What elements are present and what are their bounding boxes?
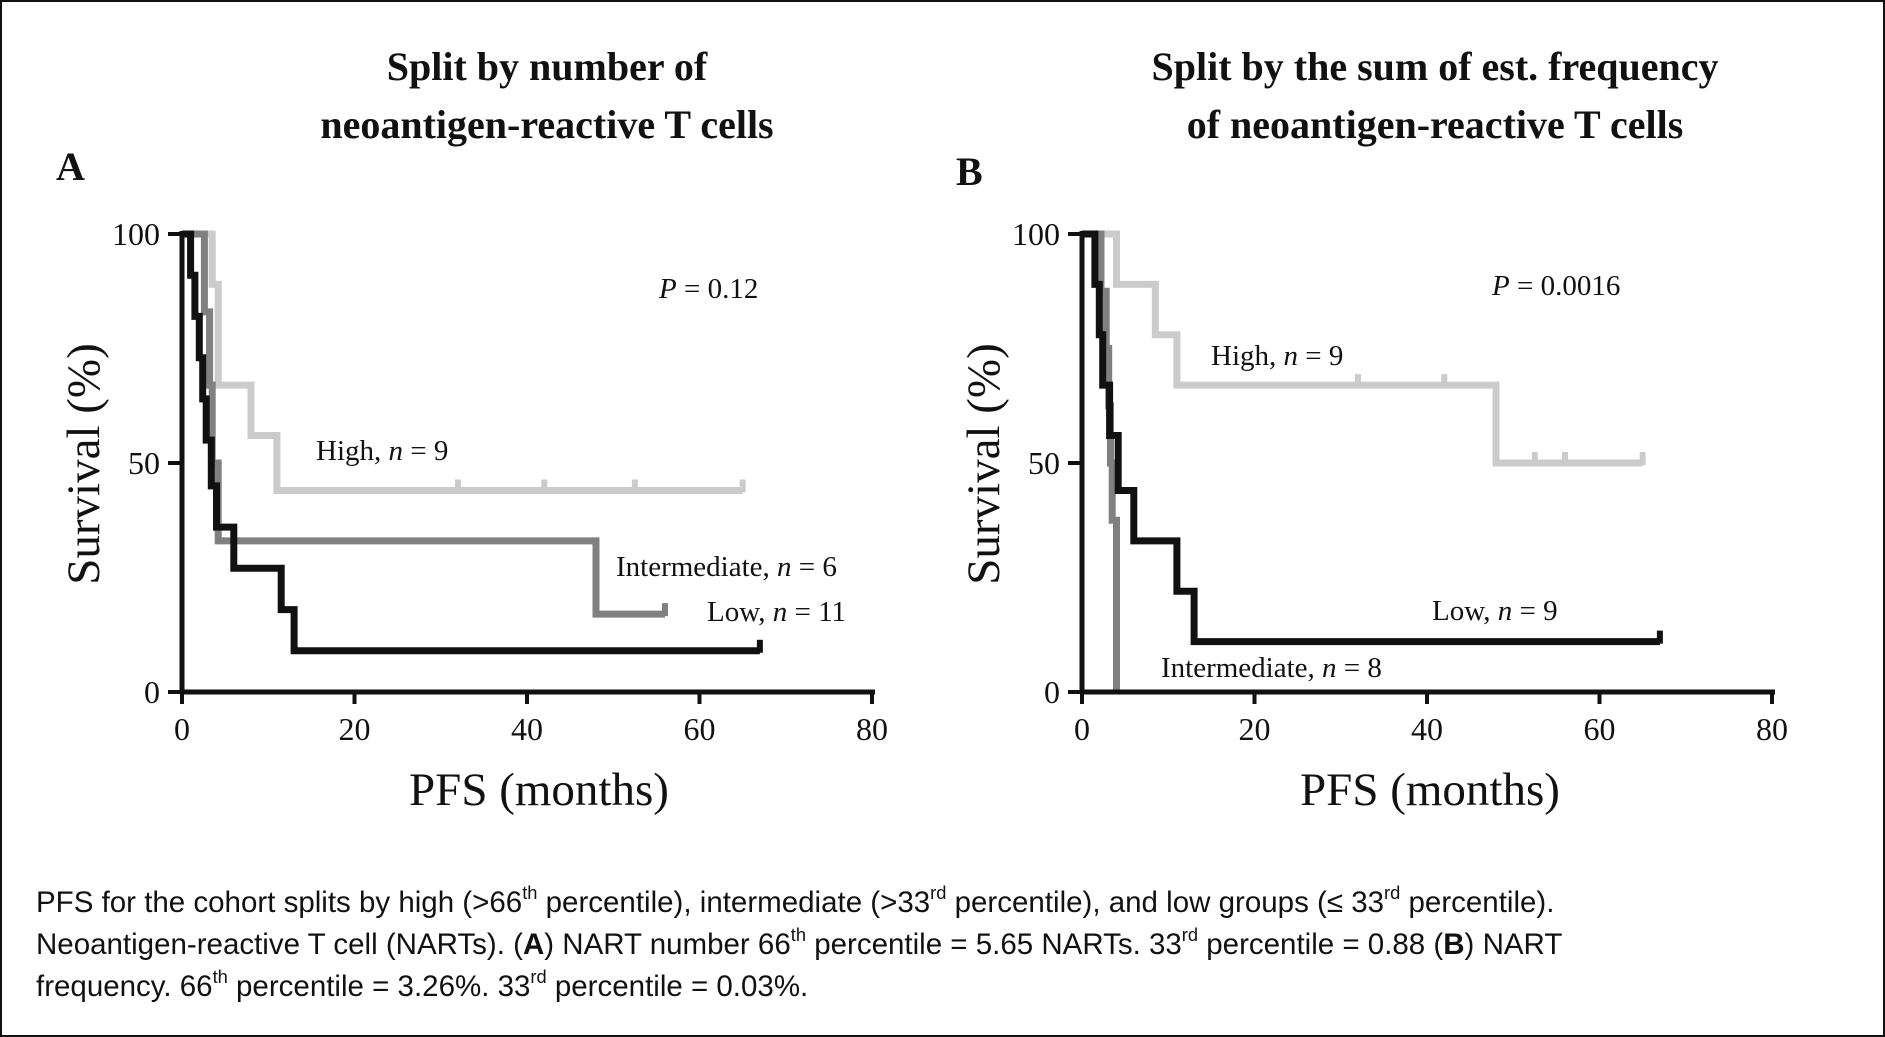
panel-b-label: B	[956, 149, 983, 194]
n-symbol: n	[777, 551, 792, 583]
n-value: = 9	[1520, 595, 1558, 627]
panel-b-p-value: P = 0.0016	[1491, 270, 1620, 302]
n-value: = 11	[795, 596, 847, 628]
panel-a-title-line2: neoantigen-reactive T cells	[320, 102, 773, 147]
group-name: High	[1211, 340, 1270, 372]
group-name: Low	[707, 596, 760, 628]
p-symbol: P	[1491, 270, 1510, 302]
panel-a-label: A	[56, 144, 85, 189]
group-name: High	[316, 435, 375, 467]
n-value: = 9	[1305, 340, 1343, 372]
n-value: = 6	[799, 551, 837, 583]
panel-a-y-tick-label: 50	[128, 445, 160, 481]
figure-caption: PFS for the cohort splits by high (>66th…	[36, 882, 1856, 1008]
n-symbol: n	[773, 596, 788, 628]
panel-a-curve-intermediate	[182, 230, 665, 618]
n-value: = 8	[1344, 652, 1382, 684]
p-value-text: = 0.0016	[1517, 270, 1620, 302]
panel-a-x-tick-label: 0	[174, 711, 190, 747]
panel-a-low-label: Low, n = 11	[707, 596, 846, 628]
n-symbol: n	[389, 435, 404, 467]
panel-a-y-tick-label: 100	[112, 216, 160, 252]
panel-b-title-line1: Split by the sum of est. frequency	[1151, 44, 1718, 89]
panel-b-xlabel: PFS (months)	[1300, 764, 1560, 816]
group-name: Low	[1432, 595, 1485, 627]
panel-a-p-value: P = 0.12	[658, 273, 758, 305]
p-value-text: = 0.12	[684, 273, 758, 305]
caption-line-3: frequency. 66th percentile = 3.26%. 33rd…	[36, 966, 809, 1003]
panel-a: Split by number of neoantigen-reactive T…	[56, 44, 888, 816]
panel-a-curve-high	[182, 230, 743, 494]
panel-b-y-tick-label: 50	[1028, 445, 1060, 481]
panel-a-curve-low	[182, 230, 760, 655]
panel-a-ylabel: Survival (%)	[58, 343, 110, 584]
panel-b-ylabel: Survival (%)	[958, 343, 1010, 584]
panel-a-xlabel: PFS (months)	[409, 764, 669, 816]
panel-a-high-label: High, n = 9	[316, 435, 448, 467]
km-plots: Split by number of neoantigen-reactive T…	[56, 44, 1788, 816]
panel-a-y-tick-label: 0	[144, 674, 160, 710]
panel-b-intermediate-label: Intermediate, n = 8	[1161, 652, 1382, 684]
panel-a-x-tick-label: 80	[856, 711, 888, 747]
n-symbol: n	[1284, 340, 1299, 372]
panel-a-x-tick-label: 20	[339, 711, 371, 747]
panel-b-high-label: High, n = 9	[1211, 340, 1343, 372]
caption-line-1: PFS for the cohort splits by high (>66th…	[36, 882, 1555, 919]
panel-b-x-tick-label: 60	[1584, 711, 1616, 747]
panel-b-x-tick-label: 20	[1239, 711, 1271, 747]
panel-b-curve-high	[1082, 230, 1643, 467]
panel-b-low-label: Low, n = 9	[1432, 595, 1558, 627]
panel-b-title-line2: of neoantigen-reactive T cells	[1187, 102, 1684, 147]
n-symbol: n	[1498, 595, 1513, 627]
panel-b-y-tick-label: 100	[1012, 216, 1060, 252]
panel-b-x-tick-label: 40	[1411, 711, 1443, 747]
panel-b: Split by the sum of est. frequency of ne…	[956, 44, 1788, 816]
group-name: Intermediate	[1161, 652, 1308, 684]
panel-a-intermediate-label: Intermediate, n = 6	[616, 551, 837, 583]
n-value: = 9	[410, 435, 448, 467]
panel-a-x-tick-label: 60	[684, 711, 716, 747]
n-symbol: n	[1322, 652, 1337, 684]
panel-a-x-tick-label: 40	[511, 711, 543, 747]
panel-a-title-line1: Split by number of	[387, 44, 708, 89]
panel-b-x-tick-label: 80	[1756, 711, 1788, 747]
panel-b-y-tick-label: 0	[1044, 674, 1060, 710]
group-name: Intermediate	[616, 551, 763, 583]
panel-b-x-tick-label: 0	[1074, 711, 1090, 747]
caption-line-2: Neoantigen-reactive T cell (NARTs). (A) …	[36, 924, 1563, 961]
p-symbol: P	[658, 273, 677, 305]
panel-b-curve-low	[1082, 230, 1660, 646]
